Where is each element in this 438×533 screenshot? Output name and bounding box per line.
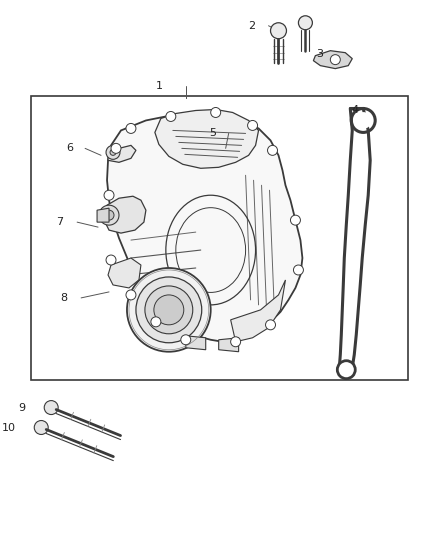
Polygon shape [313,51,352,69]
Text: 10: 10 [2,423,16,432]
Polygon shape [104,196,146,233]
Circle shape [293,265,304,275]
Circle shape [151,317,161,327]
Circle shape [356,114,370,127]
Text: 4: 4 [351,106,358,116]
Text: 1: 1 [156,80,163,91]
Circle shape [298,16,312,30]
Circle shape [106,146,120,159]
Circle shape [265,320,276,330]
Bar [31,95,408,379]
Polygon shape [108,258,141,288]
Circle shape [211,108,221,117]
Polygon shape [97,208,109,222]
Circle shape [106,255,116,265]
Circle shape [126,290,136,300]
Circle shape [104,210,114,220]
Circle shape [127,268,211,352]
Circle shape [166,111,176,122]
Polygon shape [219,338,239,352]
Circle shape [104,190,114,200]
Polygon shape [186,336,206,350]
Circle shape [111,143,121,154]
Circle shape [231,337,240,347]
Circle shape [136,277,202,343]
Text: 7: 7 [56,217,63,227]
Circle shape [268,146,278,155]
Circle shape [154,295,184,325]
Circle shape [34,421,48,434]
Text: 3: 3 [316,49,323,59]
Circle shape [271,23,286,39]
Circle shape [145,286,193,334]
Circle shape [290,215,300,225]
Circle shape [110,149,116,155]
Circle shape [351,109,375,132]
Circle shape [99,205,119,225]
Polygon shape [155,109,258,168]
Text: 9: 9 [18,402,25,413]
Text: 2: 2 [248,21,255,31]
Circle shape [330,55,340,64]
Polygon shape [107,114,302,342]
Polygon shape [231,280,286,342]
Circle shape [181,335,191,345]
Text: 6: 6 [66,143,73,154]
Circle shape [247,120,258,131]
Circle shape [337,361,355,378]
Polygon shape [108,146,136,163]
Text: 5: 5 [208,128,215,139]
Text: 8: 8 [60,293,67,303]
Circle shape [44,401,58,415]
Circle shape [126,124,136,133]
